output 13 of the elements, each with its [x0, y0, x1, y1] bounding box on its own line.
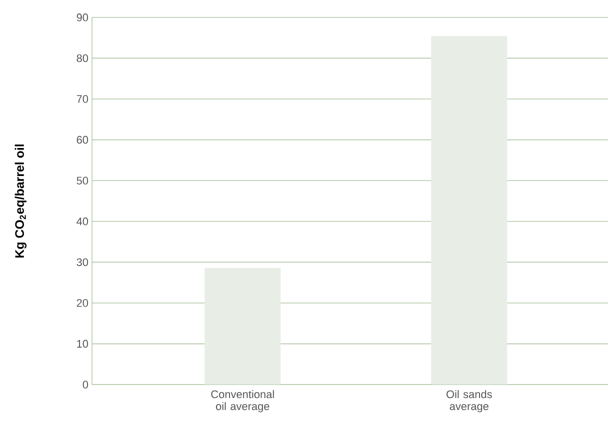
x-tick-label: Oil sands average — [446, 390, 492, 412]
y-tick-label: 70 — [76, 95, 88, 103]
y-tick-label: 20 — [76, 299, 88, 307]
x-tick-label: Conventional oil average — [211, 390, 274, 412]
y-axis-title: Kg CO$_{2}$eq/barrel oil — [14, 144, 26, 258]
y-tick-label: 40 — [76, 218, 88, 226]
y-tick-label: 30 — [76, 258, 88, 266]
y-tick-label: 80 — [76, 54, 88, 62]
y-tick-label: 0 — [82, 380, 88, 388]
y-tick-label: 50 — [76, 176, 88, 184]
y-tick-label: 60 — [76, 136, 88, 144]
y-tick-label: 10 — [77, 340, 88, 348]
y-tick-label: 90 — [76, 14, 88, 22]
